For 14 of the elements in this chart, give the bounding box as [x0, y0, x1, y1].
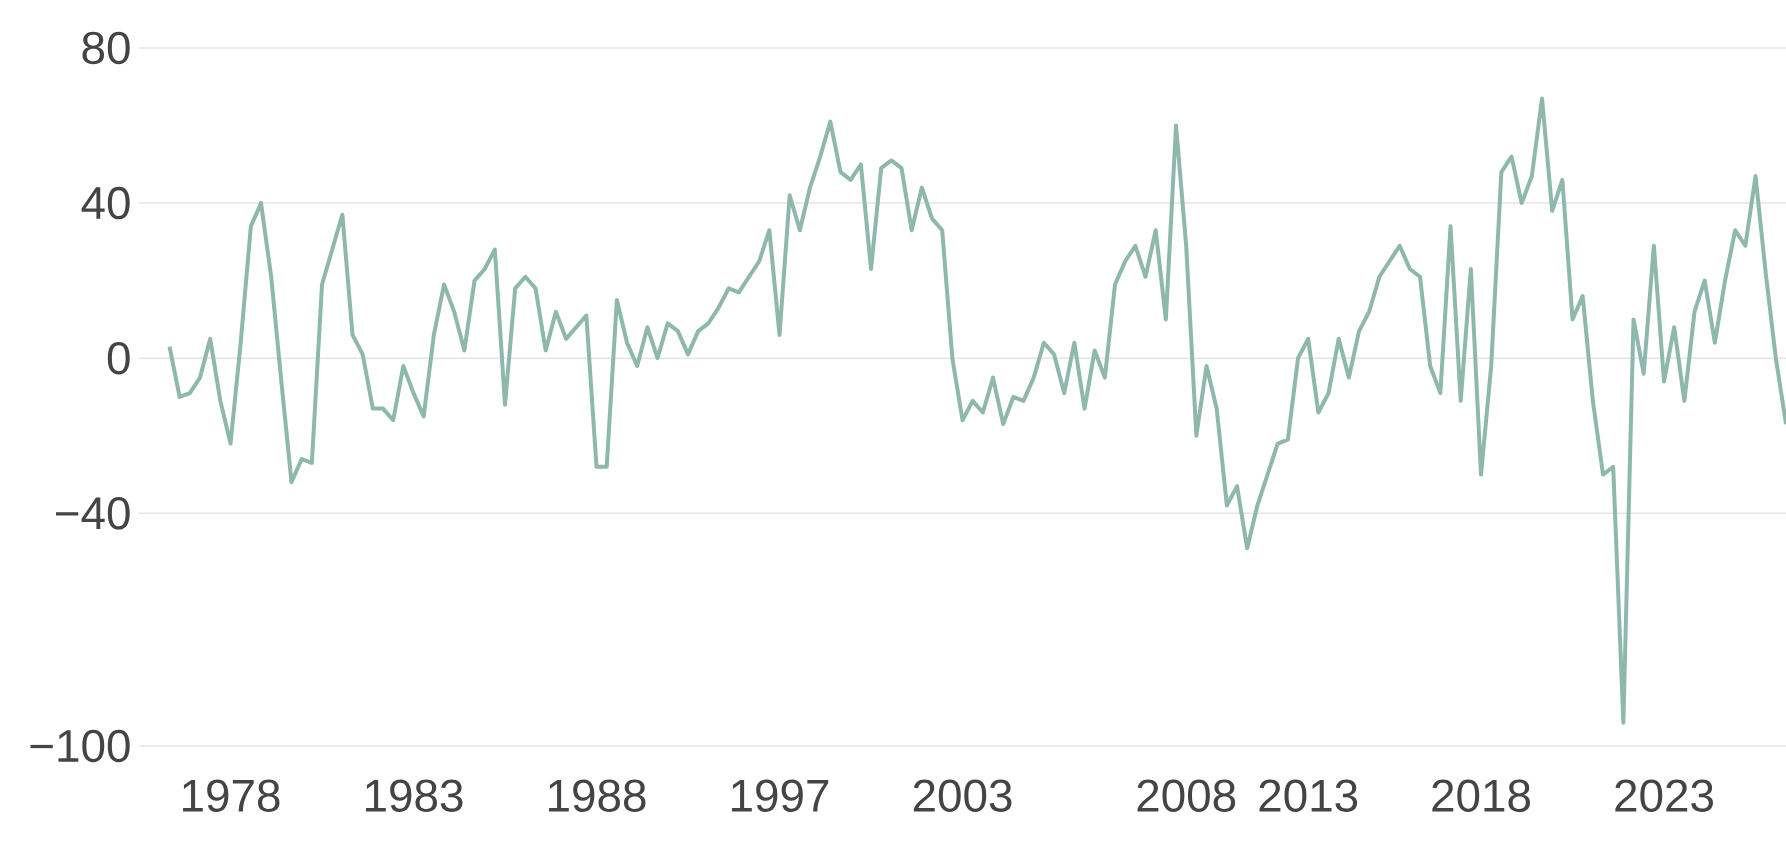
x-tick-label: 2013: [1259, 779, 1358, 812]
x-tick-label: 2023: [1615, 779, 1713, 812]
y-tick-label: −100: [30, 729, 130, 763]
x-tick-label: 1997: [732, 779, 829, 812]
x-tick-label: 1978: [183, 779, 280, 812]
x-tick-label: 1988: [549, 779, 646, 812]
y-tick-label: −40: [56, 497, 130, 530]
y-tick-label: 40: [81, 186, 130, 220]
x-tick-label: 2018: [1432, 779, 1530, 812]
x-tick-label: 2003: [913, 779, 1012, 812]
y-tick-label: 80: [82, 31, 130, 65]
x-tick-label: 2008: [1137, 779, 1236, 812]
x-tick-label: 1983: [366, 779, 463, 812]
y-tick-label: 0: [107, 341, 130, 375]
